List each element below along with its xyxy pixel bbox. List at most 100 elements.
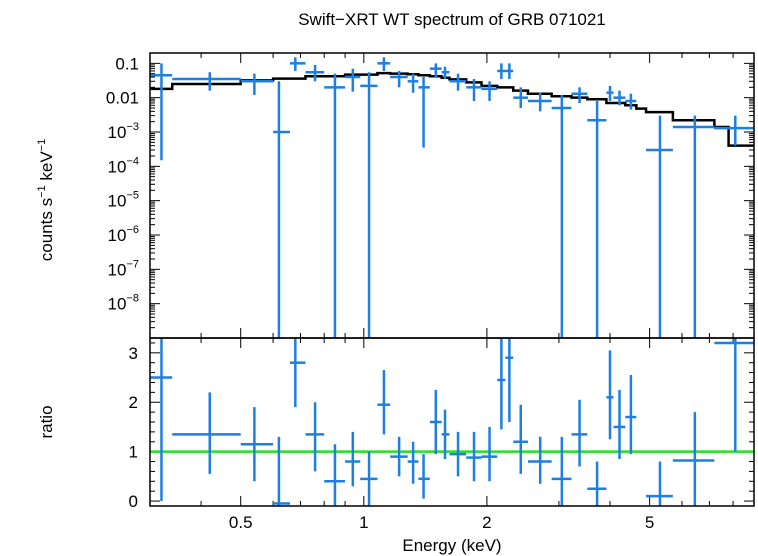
spectrum-point [625,93,637,110]
spectrum-point [305,64,325,82]
bottom-panel-data-points [150,338,754,506]
ratio-point [345,431,361,487]
ratio-point [613,389,626,460]
spectrum-point [646,115,673,338]
top-y-tick-label-base: 10 [108,192,127,211]
top-y-axis-label: counts s−1 keV−1 [36,139,56,261]
ratio-point [290,338,306,408]
spectrum-point [449,73,467,91]
top-y-tick-label-exp: −6 [126,224,139,236]
top-y-tick-label: 10−6 [108,224,139,245]
top-y-tick-label-exp: −8 [126,293,139,305]
top-y-tick-label-base: 10 [108,226,127,245]
spectrum-point [481,81,498,101]
ratio-point [418,454,430,499]
top-y-tick-label-base: 10 [108,157,127,176]
ratio-point [466,431,482,482]
spectrum-point [273,81,291,338]
spectrum-point [587,100,607,338]
ratio-point [449,431,467,477]
top-y-axis-label-part-1: counts s [37,198,56,261]
x-tick-label: 2 [482,513,491,532]
top-y-tick-label: 10−3 [108,121,139,142]
spectrum-point [571,87,588,103]
ratio-point [429,389,442,455]
top-panel-data-points [150,57,754,338]
top-y-tick-label-base: 10 [108,123,127,142]
top-y-tick-label: 0.01 [106,89,139,108]
spectrum-point [172,72,241,91]
bottom-panel-frame [149,337,755,507]
top-y-tick-label: 10−8 [108,293,139,314]
spectrum-point [418,76,430,148]
ratio-point [305,402,325,472]
bottom-y-tick-label: 1 [129,443,138,462]
top-y-tick-label-base: 10 [108,295,127,314]
top-y-axis-label-part-2: keV [37,151,56,186]
spectrum-point [714,115,754,146]
chart-title: Swift−XRT WT spectrum of GRB 071021 [298,10,606,29]
spectrum-point [497,63,506,79]
ratio-point [441,409,450,460]
x-axis-label: Energy (keV) [402,536,501,555]
spectrum-point [377,57,391,71]
ratio-point [505,338,514,422]
x-tick-label: 0.5 [229,513,253,532]
spectrum-point [150,63,173,161]
ratio-point [481,426,498,482]
spectrum-point [240,73,274,95]
bottom-y-axis-label: ratio [37,405,56,438]
ratio-point [527,436,552,484]
top-y-tick-label-exp: −4 [126,155,139,167]
spectrum-point [527,92,552,112]
spectrum-point [390,70,408,88]
spectrum-point [441,66,450,79]
spectrum-point [324,73,346,338]
spectrum-point [551,94,572,338]
ratio-point [240,407,274,482]
ratio-point [587,461,607,506]
spectrum-point [345,68,361,92]
top-panel-frame [149,52,755,339]
ratio-point [551,436,572,506]
spectrum-point [360,72,378,338]
ratio-point [390,436,408,477]
top-y-tick-label-exp: −7 [126,258,139,270]
ratio-point [513,404,528,474]
spectrum-point [613,90,626,106]
ratio-point [360,451,378,506]
spectrum-point [505,63,514,79]
ratio-point [497,338,506,430]
ratio-point [672,412,715,506]
ratio-point [646,461,673,506]
x-tick-label: 1 [359,513,368,532]
top-y-tick-label: 0.1 [115,54,139,73]
top-y-tick-label: 10−4 [108,155,139,176]
spectrum-point [513,87,528,109]
model-curve [150,71,754,147]
ratio-point [606,350,614,440]
spectrum-point [466,78,482,101]
ratio-point [377,370,391,435]
ratio-point [407,441,419,484]
top-y-axis-label-exp-2: −1 [36,139,48,152]
spectrum-point [429,63,442,77]
model-step-line [150,71,754,147]
ratio-point [273,436,291,506]
ratio-point [571,399,588,467]
spectrum-point [672,115,715,338]
ratio-point [714,338,754,452]
top-y-tick-label: 10−5 [108,190,139,211]
bottom-y-tick-label: 0 [129,492,138,511]
bottom-y-tick-label: 2 [129,393,138,412]
ratio-point [324,444,346,506]
top-y-tick-label-base: 10 [108,260,127,279]
bottom-y-tick-label: 3 [129,344,138,363]
spectrum-point [606,85,614,101]
ratio-point [625,375,637,455]
ratio-point [150,338,173,502]
top-y-axis-label-exp-1: −1 [36,185,48,198]
x-tick-label: 5 [645,513,654,532]
